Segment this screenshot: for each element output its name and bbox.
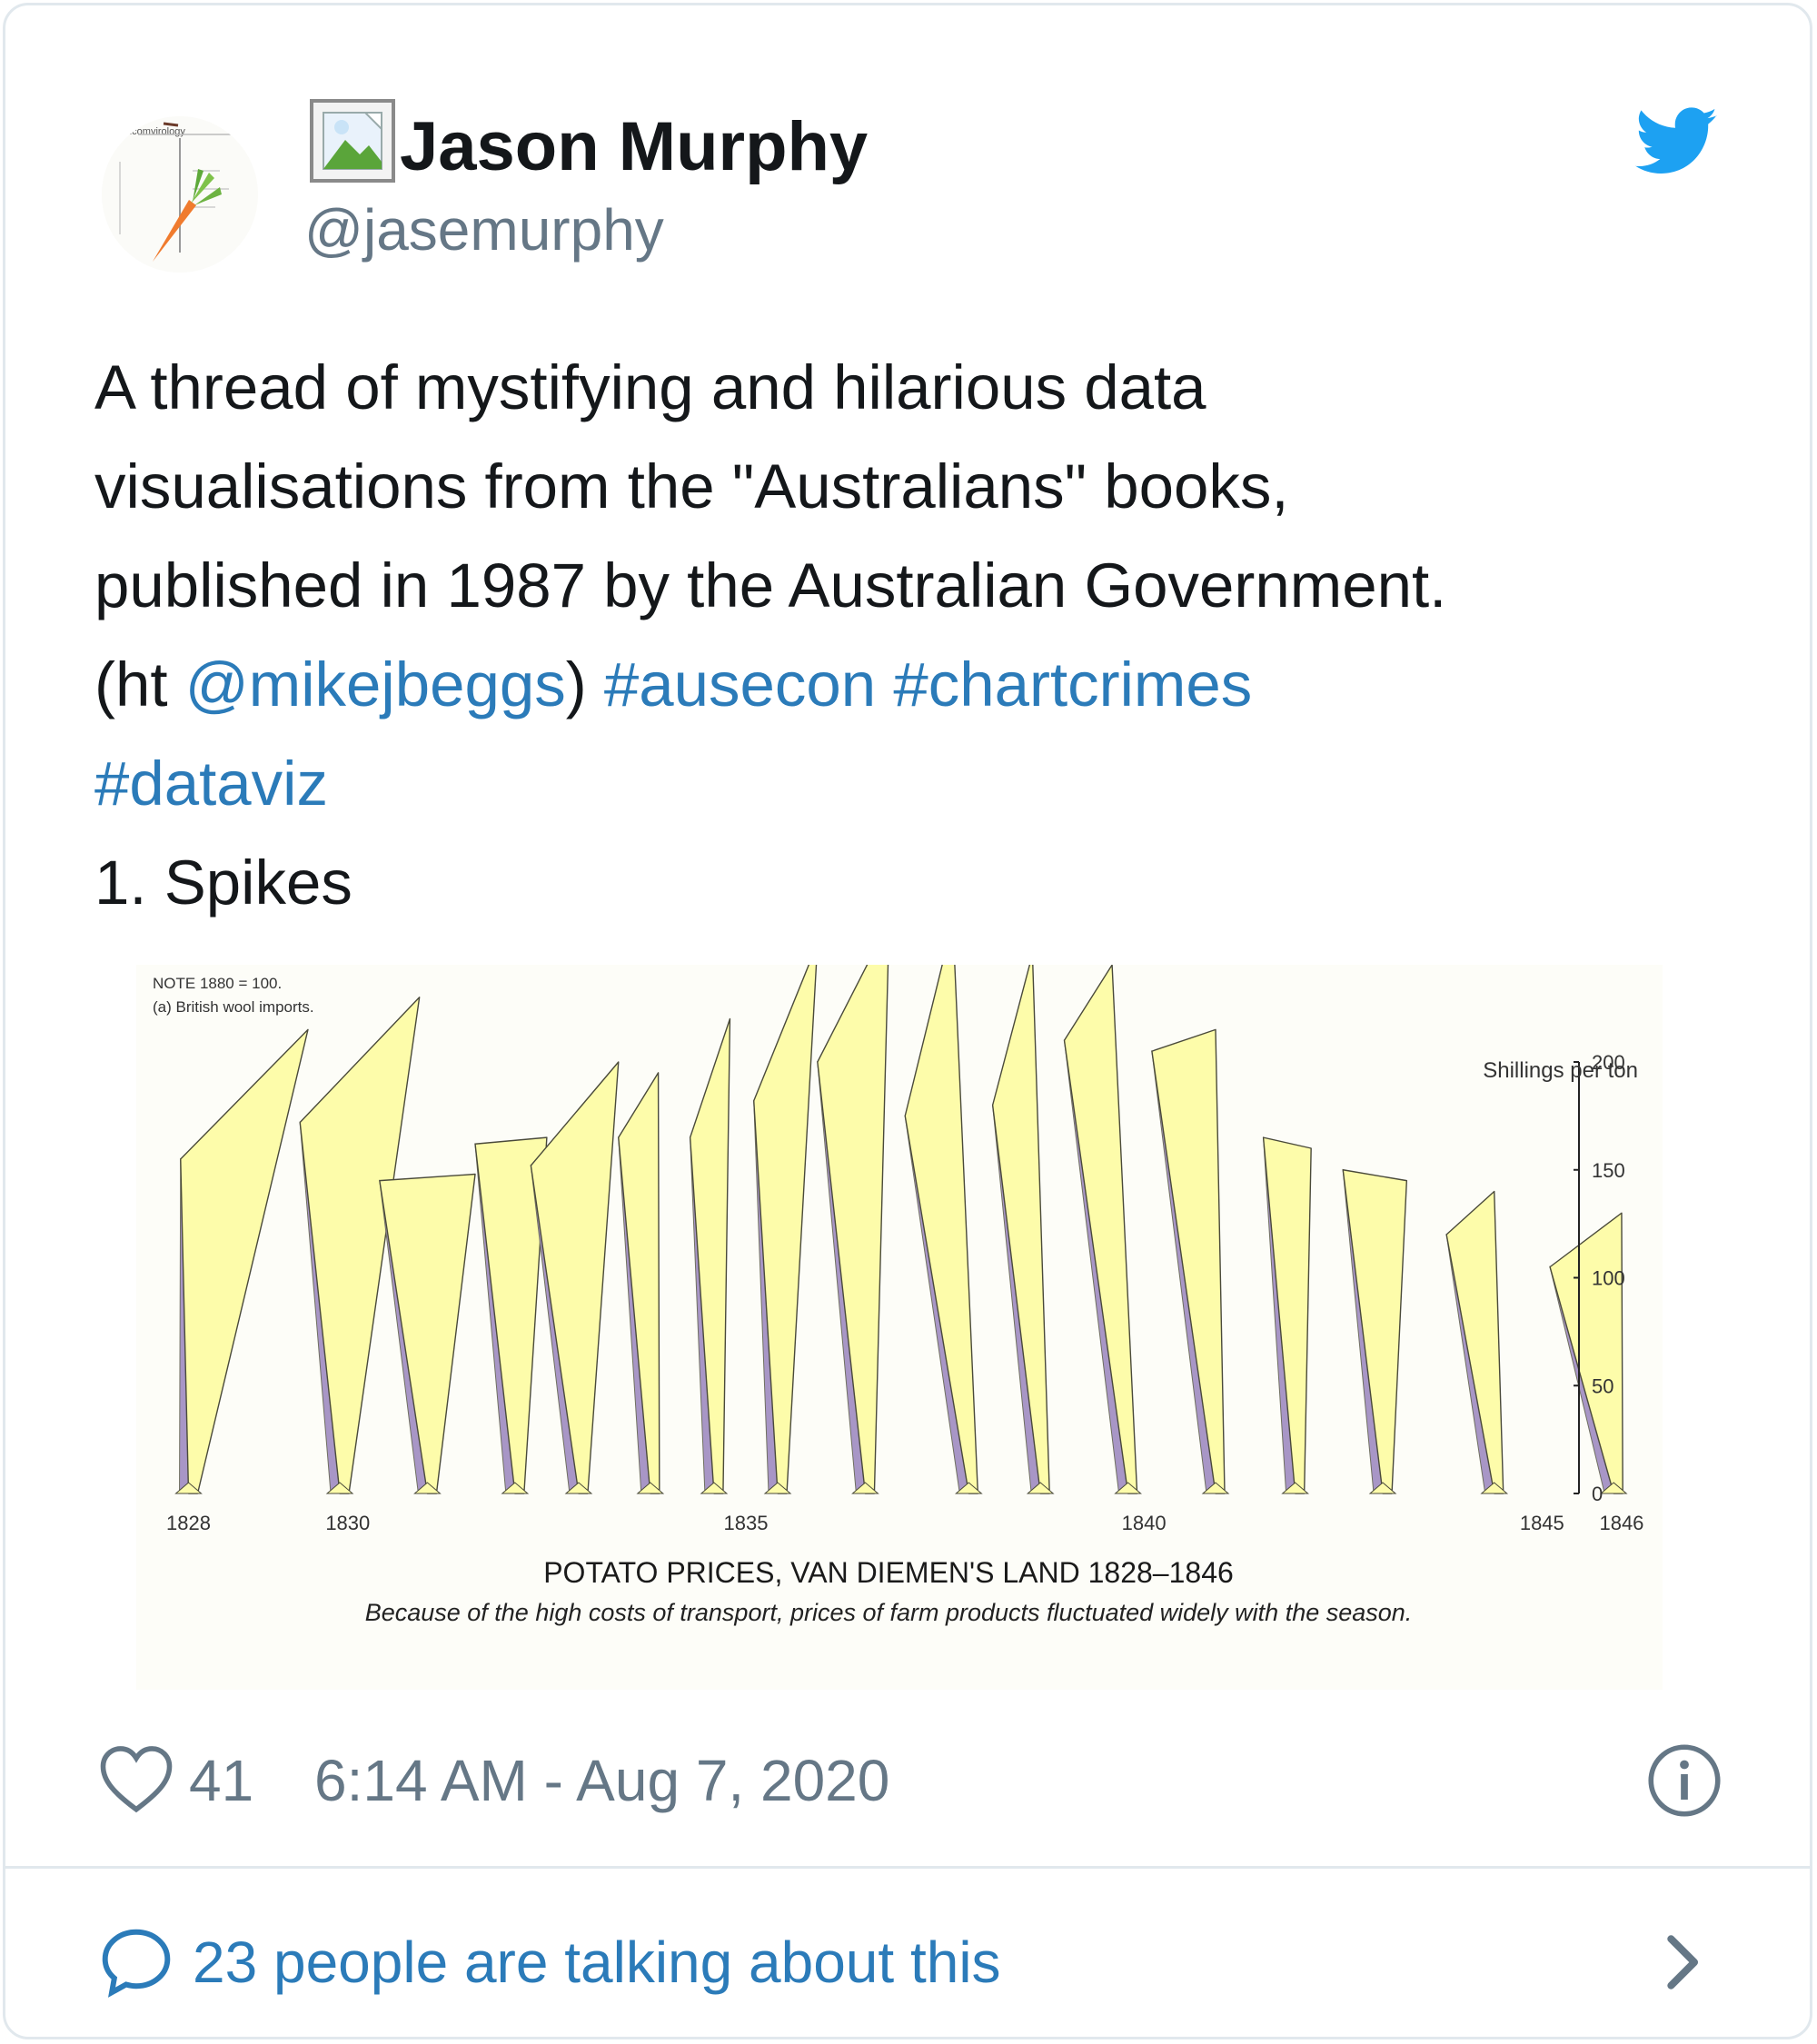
tweet-text-line: #dataviz [94,734,1748,833]
tweet-actions: 41 6:14 AM - Aug 7, 2020 [98,1735,1724,1826]
chart-note-line: (a) British wool imports. [153,998,314,1016]
like-count[interactable]: 41 [189,1748,254,1813]
timestamp[interactable]: 6:14 AM - Aug 7, 2020 [314,1748,890,1813]
hashtag-link[interactable]: #dataviz [94,749,328,819]
chart-note-line: NOTE 1880 = 100. [153,975,282,992]
y-axis-label: Shillings per ton [1483,1058,1638,1083]
tweet-text-segment: A thread of mystifying and hilarious dat… [94,352,1206,422]
tweet-text-segment: published in 1987 by the Australian Gove… [94,551,1447,620]
y-tick-label: 200 [1592,1051,1625,1074]
x-tick-label: 1835 [723,1512,768,1534]
spike-base [1368,1482,1397,1494]
y-tick-label: 100 [1592,1267,1625,1290]
spike-base [325,1482,354,1494]
hashtag-link[interactable]: #chartcrimes [893,650,1253,719]
chart-spikes [174,965,1628,1494]
spike-base [413,1482,442,1494]
chat-bubble-icon [102,1929,171,1998]
spike-base [501,1482,530,1494]
chevron-right-icon[interactable] [1664,1931,1704,1993]
avatar[interactable]: Incomvirology [102,116,258,273]
spike-base [1026,1482,1055,1494]
spike-base [1599,1482,1628,1494]
twitter-bird-icon[interactable] [1635,107,1719,176]
heart-icon[interactable] [98,1742,174,1815]
tweet-text-segment: ) [565,650,604,719]
spike-base [636,1482,665,1494]
tweet-text-line: published in 1987 by the Australian Gove… [94,536,1748,635]
spike-base [1480,1482,1509,1494]
tweet-text-line: 1. Spikes [94,833,1748,932]
tweet-text-segment: (ht [94,650,185,719]
x-tick-label: 1840 [1122,1512,1167,1534]
y-tick-label: 50 [1592,1374,1613,1397]
tweet-text-segment: 1. Spikes [94,848,352,918]
spike-base [1281,1482,1309,1494]
broken-image-icon [310,99,395,183]
spike-base [851,1482,879,1494]
x-tick-label: 1828 [166,1512,211,1534]
info-icon[interactable] [1646,1742,1723,1819]
spike-base [174,1482,203,1494]
hashtag-link[interactable]: #ausecon [603,650,877,719]
x-tick-label: 1845 [1520,1512,1564,1534]
spike-base [1114,1482,1142,1494]
y-tick-label: 0 [1592,1483,1603,1505]
tweet-text-line: (ht @mikejbeggs) #ausecon #chartcrimes [94,635,1748,734]
tweet-text-line: visualisations from the "Australians" bo… [94,437,1748,536]
chart-x-axis: 1828 1830 1835 1840 1845 1846 [166,1512,1643,1534]
chart-title: POTATO PRICES, VAN DIEMEN'S LAND 1828–18… [543,1556,1234,1589]
display-name[interactable]: Jason Murphy [400,108,869,185]
x-tick-label: 1846 [1599,1512,1643,1534]
tweet-text-segment [876,650,893,719]
mention-link[interactable]: @mikejbeggs [184,650,566,719]
x-tick-label: 1830 [325,1512,370,1534]
user-handle[interactable]: @jasemurphy [304,197,664,263]
carrot-chart-icon: Incomvirology [102,116,258,273]
tweet-text-segment: visualisations from the "Australians" bo… [94,451,1289,521]
y-tick-label: 150 [1592,1159,1625,1182]
spike-base [954,1482,983,1494]
tweet-media-chart[interactable]: NOTE 1880 = 100. (a) British wool imports… [136,965,1663,1690]
spike-base [564,1482,593,1494]
chart-subtitle: Because of the high costs of transport, … [365,1599,1413,1626]
spike-base [1201,1482,1230,1494]
talking-about-text: 23 people are talking about this [193,1930,1001,1995]
spike-base [700,1482,729,1494]
footer-divider [3,1866,1812,1869]
chart-note: NOTE 1880 = 100. (a) British wool imports… [153,975,314,1016]
conversation-link[interactable]: 23 people are talking about this [98,1917,1724,2008]
spike-base [763,1482,792,1494]
chart-y-axis: 0 50 100 150 200 [1574,1051,1625,1505]
tweet-text: A thread of mystifying and hilarious dat… [94,338,1748,932]
tweet-text-line: A thread of mystifying and hilarious dat… [94,338,1748,437]
